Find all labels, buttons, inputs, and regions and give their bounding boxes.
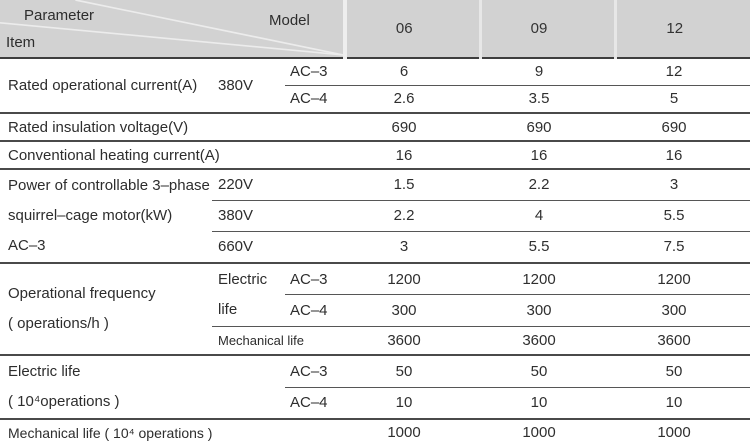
electric-life-ac4-value: 10 [345,387,481,420]
header-corner-cell: Parameter Model Item [0,0,346,59]
motor-220v-value: 2.2 [480,169,616,201]
electric-life-ac3-value: 50 [615,354,750,389]
mechanical-life-label: Mechanical life ( 10⁴ operations ) [0,418,346,445]
motor-660v-value: 5.5 [480,231,616,264]
heating-value: 16 [615,141,750,170]
row-rated-current-ac4: AC–4 2.6 3.5 5 [0,85,750,114]
electric-life-label: Electric life ( 10⁴operations ) [0,354,285,420]
corner-label-parameter: Parameter [24,7,95,24]
rated-current-ac3-value: 12 [615,58,750,86]
opfreq-ac4-value: 300 [345,294,481,327]
op-frequency-label: Operational frequency ( operations/h ) [0,263,212,356]
opfreq-ac3-value: 1200 [480,263,616,296]
opfreq-ac4-value: 300 [480,294,616,327]
row-electric-life-ac4: AC–4 10 10 10 [0,387,750,420]
row-insulation: Rated insulation voltage(V) 690 690 690 [0,113,750,142]
electric-life-ac4-value: 10 [480,387,616,420]
electric-life-ac4-label: AC–4 [285,387,346,420]
opfreq-ac4-label: AC–4 [285,294,346,327]
electric-life-ac3-value: 50 [345,354,481,389]
rated-current-ac4-value: 3.5 [480,85,616,114]
heating-value: 16 [345,141,481,170]
row-motor-660v: 660V 3 5.5 7.5 [0,231,750,264]
row-motor-380v: 380V 2.2 4 5.5 [0,200,750,232]
row-opfreq-ac4: AC–4 300 300 300 [0,294,750,327]
rated-current-ac4-value: 5 [615,85,750,114]
electric-life-ac3-label: AC–3 [285,354,346,389]
diagonal-split-lines [0,0,344,56]
heating-label: Conventional heating current(A) [0,141,346,170]
electric-life-ac4-value: 10 [615,387,750,420]
rated-current-ac3-value: 6 [345,58,481,86]
header-model-06: 06 [343,0,481,59]
mechanical-life-value: 1000 [345,418,481,445]
insulation-label: Rated insulation voltage(V) [0,113,346,142]
rated-current-label: Rated operational current(A) [0,58,212,114]
corner-label-model: Model [269,12,310,29]
header-row: Parameter Model Item 06 09 12 [0,0,750,59]
motor-220v-value: 3 [615,169,750,201]
opfreq-ac3-label: AC–3 [285,263,346,296]
mechanical-life-value: 1000 [615,418,750,445]
opfreq-mechanical-value: 3600 [615,326,750,356]
rated-current-voltage: 380V [212,58,285,114]
mechanical-life-value: 1000 [480,418,616,445]
opfreq-mechanical-value: 3600 [480,326,616,356]
rated-current-ac3-label: AC–3 [285,58,346,86]
rated-current-ac4-value: 2.6 [345,85,481,114]
motor-220v-label: 220V [212,169,346,201]
motor-380v-value: 4 [480,200,616,232]
row-electric-life-ac3: Electric life ( 10⁴operations ) AC–3 50 … [0,354,750,420]
rated-current-ac3-value: 9 [480,58,616,86]
opfreq-ac3-value: 1200 [615,263,750,296]
motor-660v-value: 7.5 [615,231,750,264]
insulation-value: 690 [615,113,750,142]
opfreq-mechanical-value: 3600 [345,326,481,356]
row-mechanical-life: Mechanical life ( 10⁴ operations ) 1000 … [0,418,750,445]
motor-220v-value: 1.5 [345,169,481,201]
motor-660v-value: 3 [345,231,481,264]
row-opfreq-ac3: Operational frequency ( operations/h ) E… [0,263,750,356]
motor-380v-label: 380V [212,200,346,232]
electric-life-ac3-value: 50 [480,354,616,389]
insulation-value: 690 [345,113,481,142]
row-heating: Conventional heating current(A) 16 16 16 [0,141,750,170]
motor-380v-value: 2.2 [345,200,481,232]
motor-660v-label: 660V [212,231,346,264]
heating-value: 16 [480,141,616,170]
header-model-09: 09 [478,0,616,59]
opfreq-mechanical-label: Mechanical life [212,326,346,356]
motor-power-label: Power of controllable 3–phase squirrel–c… [0,169,212,264]
rated-current-ac4-label: AC–4 [285,85,346,114]
header-model-12: 12 [613,0,750,59]
row-motor-220v: Power of controllable 3–phase squirrel–c… [0,169,750,264]
motor-380v-value: 5.5 [615,200,750,232]
insulation-value: 690 [480,113,616,142]
opfreq-ac4-value: 300 [615,294,750,327]
opfreq-ac3-value: 1200 [345,263,481,296]
row-opfreq-mechanical: Mechanical life 3600 3600 3600 [0,326,750,356]
corner-label-item: Item [6,34,36,51]
electric-life-sublabel: Electric life [212,263,285,327]
row-rated-current-ac3: Rated operational current(A) 380V AC–3 6… [0,58,750,114]
